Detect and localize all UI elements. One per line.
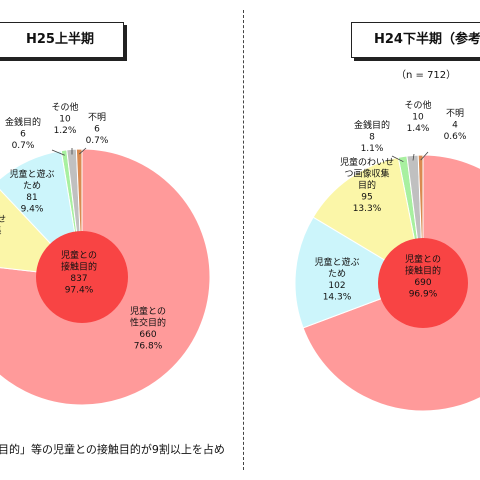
segment-label: 金銭目的 8 1.1% [354,119,390,154]
inner-label: 児童との接触目的 690 96.9% [405,253,441,300]
segment-label: 不明 6 0.7% [86,112,109,146]
leader-line [420,151,429,161]
segment-label: 不明 4 0.6% [444,108,467,142]
segment-label: いせ集 [0,214,6,237]
segment-label: 児童と遊ぶため 81 9.4% [9,168,54,215]
segment-label: 児童と遊ぶため 102 14.3% [314,256,359,303]
right-pie-chart: 児童と遊ぶため 102 14.3% 児童のわいせつ画像収集目的 95 13.3%金銭目的 8… [294,99,480,412]
segment-label: その他 10 1.2% [51,101,78,136]
footer-note: 目的」等の児童との接触目的が9割以上を占め [0,443,225,456]
pie-slice [294,216,425,329]
segment-label: 金銭目的 6 0.7% [5,116,41,151]
right-chart-title: H24下半期（参考 [351,22,480,58]
leader-line [391,155,404,163]
inner-contact-circle [36,231,128,323]
segment-label: その他 10 1.4% [404,99,431,134]
panel-divider [243,10,244,470]
pie-slice [302,154,480,412]
inner-label: 児童との接触目的 837 97.4% [61,249,97,296]
segment-label: 児童との性交目的 660 76.8% [130,305,166,352]
inner-contact-circle [378,238,468,328]
leader-line [51,149,65,156]
leader-line [412,153,415,161]
right-sample-size-label: （n = 712） [396,70,457,81]
left-chart-title: H25上半期 [0,22,124,58]
leader-line [79,147,87,155]
segment-label: 児童のわいせつ画像収集目的 95 13.3% [340,156,394,214]
